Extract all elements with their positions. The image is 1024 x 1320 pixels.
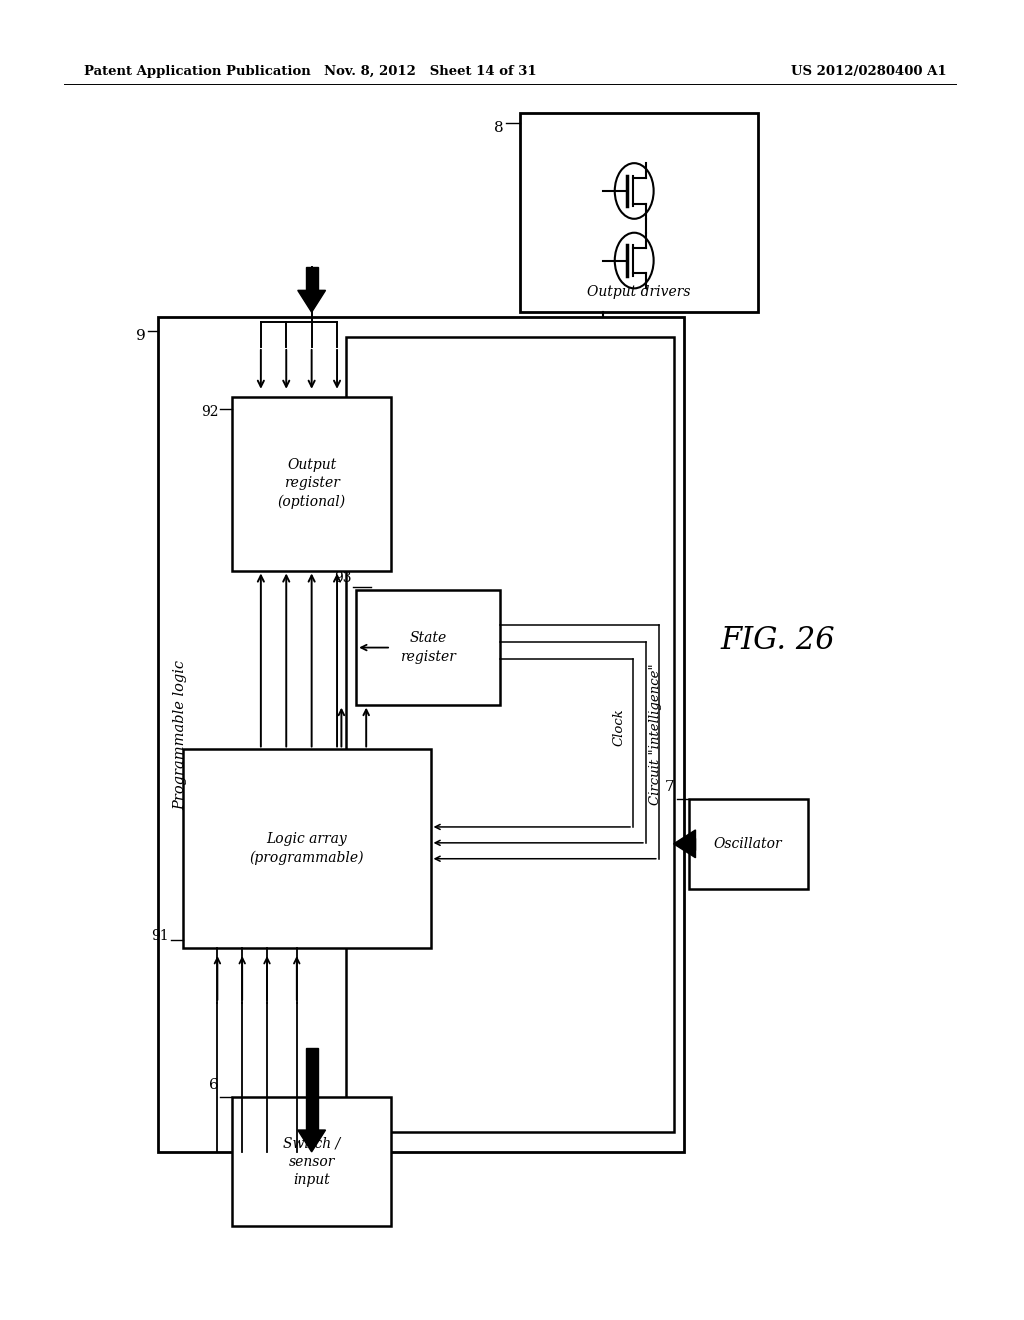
Text: Programmable logic: Programmable logic <box>173 660 186 809</box>
Bar <box>232 1097 391 1226</box>
Bar <box>688 799 808 888</box>
Text: Patent Application Publication: Patent Application Publication <box>84 65 310 78</box>
Bar <box>182 750 431 948</box>
Bar <box>346 337 674 1133</box>
Text: Logic array
(programmable): Logic array (programmable) <box>250 833 364 866</box>
Polygon shape <box>674 830 695 858</box>
Bar <box>232 397 391 570</box>
Text: 92: 92 <box>201 405 218 418</box>
Text: Circuit "intelligence": Circuit "intelligence" <box>649 664 663 805</box>
Bar <box>520 114 758 313</box>
Polygon shape <box>298 290 326 313</box>
Text: Oscillator: Oscillator <box>714 837 782 851</box>
Text: 93: 93 <box>334 572 351 586</box>
Text: 6: 6 <box>209 1078 218 1092</box>
Text: 91: 91 <box>152 929 169 944</box>
Text: Switch /
sensor
input: Switch / sensor input <box>283 1137 340 1187</box>
Text: Clock: Clock <box>612 709 626 746</box>
Text: US 2012/0280400 A1: US 2012/0280400 A1 <box>791 65 946 78</box>
Bar <box>356 590 500 705</box>
Text: 7: 7 <box>665 780 675 795</box>
Bar <box>306 268 317 290</box>
Polygon shape <box>298 1130 326 1152</box>
Bar <box>158 317 684 1152</box>
Text: Output
register
(optional): Output register (optional) <box>278 458 346 510</box>
Text: State
register: State register <box>400 631 456 664</box>
Text: Output drivers: Output drivers <box>587 285 691 300</box>
Text: 9: 9 <box>136 329 146 343</box>
Text: 8: 8 <box>495 121 504 136</box>
Text: Nov. 8, 2012   Sheet 14 of 31: Nov. 8, 2012 Sheet 14 of 31 <box>325 65 537 78</box>
Text: FIG. 26: FIG. 26 <box>721 624 836 656</box>
Bar <box>688 838 695 850</box>
Bar <box>306 1048 317 1130</box>
